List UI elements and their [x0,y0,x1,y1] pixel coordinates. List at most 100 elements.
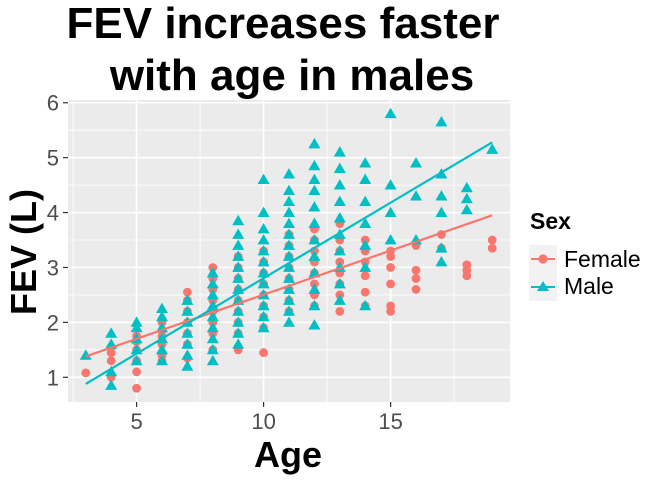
data-point-male [257,234,270,245]
data-point-male [79,349,92,360]
data-point-female [106,356,116,366]
data-point-male [130,316,143,327]
data-point-male [206,277,219,289]
data-point-male [206,354,219,366]
legend: Sex Female Male [529,208,641,301]
chart-title-line-1: FEV increases faster [67,0,500,48]
data-point-female [81,368,91,378]
data-point-male [283,316,295,327]
data-point-male [232,239,245,250]
data-point-male [181,360,194,371]
data-point-male [410,157,423,168]
data-point-male [105,379,118,390]
data-point-male [486,143,499,154]
data-point-male [359,261,372,272]
y-tick-label: 1 [47,365,59,390]
data-point-male [283,168,295,179]
data-point-male [130,321,143,333]
data-point-female [411,274,421,283]
data-point-male [308,184,321,195]
data-point-male [333,179,346,190]
data-point-female [360,287,370,297]
data-point-male [283,283,295,294]
y-tick-label: 3 [47,255,59,280]
data-point-male [283,239,295,250]
data-point-male [333,146,346,157]
data-point-male [435,242,448,253]
y-tick-label: 2 [47,310,59,335]
data-point-male [359,173,372,185]
data-point-male [308,266,321,278]
data-point-male [257,277,270,289]
data-point-male [460,203,473,215]
data-point-male [181,349,194,360]
data-point-male [181,327,194,338]
data-point-male [206,310,219,322]
data-point-male [155,354,168,366]
trend-line-male [85,141,493,385]
data-point-male [232,214,245,226]
data-point-female [411,265,421,275]
data-point-male [410,190,423,201]
data-point-male [257,310,270,322]
data-point-male [130,354,143,366]
data-point-male [359,157,372,168]
data-point-male [105,365,118,377]
data-point-female [335,307,345,316]
data-point-male [384,206,397,217]
data-point-male [232,261,245,272]
data-point-female [487,235,497,245]
legend-key-marker-female [538,254,548,264]
x-axis-title: Age [254,434,322,475]
data-point-male [257,173,270,185]
legend-label-female: Female [564,246,641,272]
y-tick-label: 4 [47,201,59,226]
data-point-male [257,321,270,333]
data-point-male [283,206,295,217]
data-point-male [308,137,321,149]
data-point-male [206,266,219,278]
data-point-female [411,285,421,294]
trend-line-female [85,214,493,358]
data-point-male [283,184,295,195]
data-point-male [359,299,372,311]
data-point-male [283,261,295,272]
data-point-male [155,310,168,322]
data-point-male [155,343,168,355]
data-point-male [384,107,397,119]
y-tick-label: 5 [47,146,59,171]
axis-ticks: 5 10 15 1 2 3 4 5 6 [47,91,403,434]
data-point-male [308,283,321,294]
data-point-female [386,263,396,272]
data-point-female [386,301,396,311]
data-point-male [359,195,372,206]
data-point-female [360,271,370,281]
x-tick-label: 10 [251,409,275,434]
data-point-male [232,272,245,283]
x-tick-label: 5 [130,409,142,434]
data-point-male [333,195,346,206]
data-point-female [487,243,497,253]
y-axis-title: FEV (L) [3,189,44,315]
legend-label-male: Male [564,273,614,299]
data-point-male [308,250,321,261]
trend-lines [85,141,493,385]
data-point-male [181,338,194,349]
data-point-male [308,319,321,330]
data-point-female [462,260,472,270]
data-point-male [232,338,245,349]
data-point-male [206,343,219,355]
data-point-male [283,228,295,239]
data-point-male [460,181,473,193]
chart-title-line-2: with age in males [109,51,474,100]
data-point-male [283,217,295,228]
data-point-male [257,266,270,278]
data-point-male [283,250,295,261]
data-point-male [333,245,346,256]
data-point-male [384,179,397,190]
data-point-male [460,192,473,204]
data-point-female [182,287,192,297]
data-point-male [206,288,219,300]
y-tick-label: 6 [47,91,59,116]
